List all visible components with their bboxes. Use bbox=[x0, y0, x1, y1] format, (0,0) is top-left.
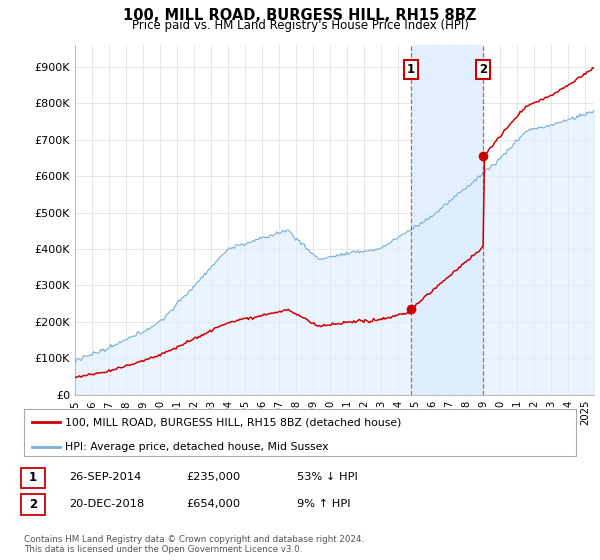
Text: 100, MILL ROAD, BURGESS HILL, RH15 8BZ: 100, MILL ROAD, BURGESS HILL, RH15 8BZ bbox=[124, 8, 476, 24]
Text: 53% ↓ HPI: 53% ↓ HPI bbox=[297, 472, 358, 482]
Text: 20-DEC-2018: 20-DEC-2018 bbox=[69, 499, 144, 509]
Text: 1: 1 bbox=[29, 470, 37, 484]
Text: 26-SEP-2014: 26-SEP-2014 bbox=[69, 472, 141, 482]
Text: 1: 1 bbox=[407, 63, 415, 76]
Text: £235,000: £235,000 bbox=[186, 472, 240, 482]
Text: £654,000: £654,000 bbox=[186, 499, 240, 509]
Text: HPI: Average price, detached house, Mid Sussex: HPI: Average price, detached house, Mid … bbox=[65, 442, 329, 452]
Text: Contains HM Land Registry data © Crown copyright and database right 2024.
This d: Contains HM Land Registry data © Crown c… bbox=[24, 535, 364, 554]
Text: 100, MILL ROAD, BURGESS HILL, RH15 8BZ (detached house): 100, MILL ROAD, BURGESS HILL, RH15 8BZ (… bbox=[65, 417, 402, 427]
Text: 2: 2 bbox=[29, 497, 37, 511]
Bar bbox=[411, 45, 483, 395]
Text: Price paid vs. HM Land Registry's House Price Index (HPI): Price paid vs. HM Land Registry's House … bbox=[131, 19, 469, 32]
Text: 2: 2 bbox=[479, 63, 487, 76]
Text: 9% ↑ HPI: 9% ↑ HPI bbox=[297, 499, 350, 509]
